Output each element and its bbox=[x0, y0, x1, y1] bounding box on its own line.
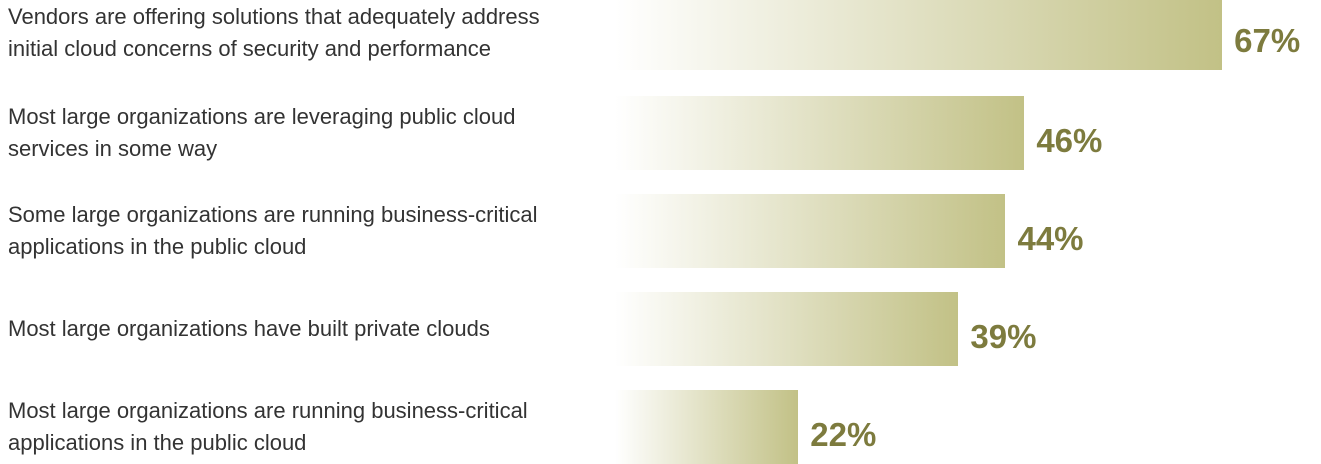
category-label: Most large organizations are leveraging … bbox=[8, 104, 516, 161]
bar bbox=[591, 0, 1223, 70]
category-label: Vendors are offering solutions that adeq… bbox=[8, 4, 540, 61]
bar bbox=[591, 292, 959, 366]
value-label: 46% bbox=[1036, 122, 1103, 159]
bar bbox=[591, 96, 1025, 170]
category-label: Most large organizations are running bus… bbox=[8, 398, 528, 455]
value-label: 44% bbox=[1017, 220, 1084, 257]
bar bbox=[591, 194, 1006, 268]
value-label: 22% bbox=[810, 416, 877, 453]
value-label: 39% bbox=[970, 318, 1037, 355]
value-label: 67% bbox=[1234, 22, 1301, 59]
bar bbox=[591, 390, 799, 464]
category-label: Some large organizations are running bus… bbox=[8, 202, 538, 259]
category-label: Most large organizations have built priv… bbox=[8, 316, 490, 341]
